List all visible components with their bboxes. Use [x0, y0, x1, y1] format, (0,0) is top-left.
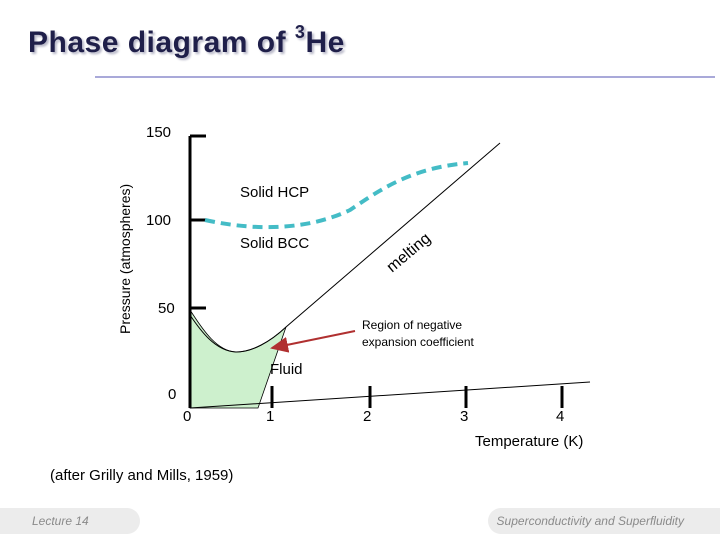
y-tick-label-0: 0 [168, 386, 176, 403]
slide-title-element: He [305, 26, 345, 59]
region-pointer-arrow [270, 330, 356, 353]
x-tick-label-0: 0 [183, 408, 191, 425]
y-axis-label: Pressure (atmospheres) [117, 184, 133, 334]
y-tick-label-50: 50 [158, 300, 175, 317]
solid-hcp-label: Solid HCP [240, 184, 309, 201]
x-tick-label-3: 3 [460, 408, 468, 425]
x-tick-label-2: 2 [363, 408, 371, 425]
x-tick-label-1: 1 [266, 408, 274, 425]
slide-title: Phase diagram of 3He [28, 22, 345, 60]
slide-title-main: Phase diagram of [28, 26, 295, 59]
citation: (after Grilly and Mills, 1959) [50, 467, 233, 484]
melting-curve [189, 142, 501, 353]
footer-course-label: Superconductivity and Superfluidity [496, 514, 684, 528]
x-tick-label-4: 4 [556, 408, 564, 425]
footer-lecture-label: Lecture 14 [32, 514, 89, 528]
y-tick-label-150: 150 [146, 124, 171, 141]
y-tick-label-100: 100 [146, 212, 171, 229]
solid-bcc-label: Solid BCC [240, 235, 309, 252]
footer-course-badge: Superconductivity and Superfluidity [488, 508, 720, 534]
liquid-vapor-line [189, 381, 591, 409]
slide-title-superscript: 3 [294, 22, 306, 42]
fluid-label: Fluid [270, 361, 303, 378]
title-underline [95, 76, 715, 78]
x-axis-label: Temperature (K) [475, 433, 583, 450]
negative-expansion-label-line2: expansion coefficient [362, 335, 475, 349]
negative-expansion-label-line1: Region of negative [362, 318, 462, 332]
hcp-bcc-boundary-dashed [204, 161, 469, 230]
footer-lecture-badge: Lecture 14 [0, 508, 140, 534]
